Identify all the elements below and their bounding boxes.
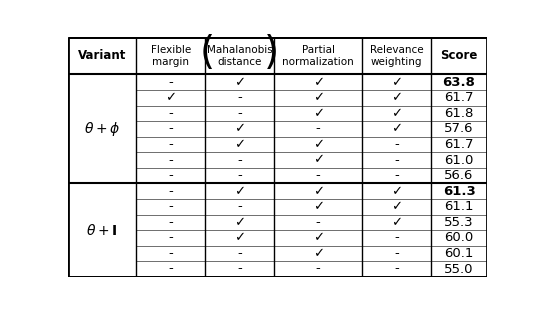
Text: -: - [316,169,320,182]
Text: ): ) [265,35,280,72]
Text: 61.3: 61.3 [443,185,476,198]
Text: ✓: ✓ [391,123,403,135]
Text: 55.0: 55.0 [444,262,474,276]
Text: -: - [237,169,242,182]
Text: ✓: ✓ [165,91,176,104]
Text: -: - [168,107,173,120]
Text: Relevance
weighting: Relevance weighting [370,45,424,67]
Text: ✓: ✓ [234,76,245,89]
Text: -: - [168,138,173,151]
Text: 60.0: 60.0 [444,231,473,244]
Text: 61.8: 61.8 [444,107,474,120]
Text: -: - [237,262,242,276]
Text: -: - [168,262,173,276]
Text: -: - [394,247,399,260]
Text: -: - [316,123,320,135]
Text: ✓: ✓ [391,76,403,89]
Text: Score: Score [440,49,478,63]
Text: -: - [237,107,242,120]
Text: -: - [168,200,173,213]
Text: -: - [168,123,173,135]
Text: ✓: ✓ [313,247,324,260]
Text: $\theta + \mathbf{I}$: $\theta + \mathbf{I}$ [87,223,118,238]
Text: -: - [316,262,320,276]
Text: ✓: ✓ [391,91,403,104]
Text: 61.7: 61.7 [444,91,474,104]
Text: 61.7: 61.7 [444,138,474,151]
Text: ✓: ✓ [313,138,324,151]
Text: ✓: ✓ [313,231,324,244]
Text: -: - [394,231,399,244]
Text: -: - [394,262,399,276]
Text: -: - [168,185,173,198]
Text: -: - [316,216,320,229]
Text: ✓: ✓ [234,231,245,244]
Text: -: - [168,216,173,229]
Text: ✓: ✓ [313,107,324,120]
Text: 63.8: 63.8 [443,76,476,89]
Text: -: - [237,154,242,167]
Text: -: - [237,247,242,260]
Text: Partial
normalization: Partial normalization [282,45,354,67]
Text: 61.0: 61.0 [444,154,474,167]
Text: Flexible
margin: Flexible margin [151,45,191,67]
Text: -: - [168,154,173,167]
Text: ✓: ✓ [313,154,324,167]
Text: ✓: ✓ [234,185,245,198]
Text: Variant: Variant [78,49,126,63]
Text: -: - [394,154,399,167]
Text: ✓: ✓ [234,138,245,151]
Text: -: - [168,231,173,244]
Text: $\theta + \phi$: $\theta + \phi$ [84,120,120,138]
Text: -: - [237,200,242,213]
Text: ✓: ✓ [313,91,324,104]
Text: (: ( [200,35,215,72]
Text: ✓: ✓ [234,123,245,135]
Text: ✓: ✓ [391,185,403,198]
Text: -: - [168,169,173,182]
Text: ✓: ✓ [313,185,324,198]
Text: ✓: ✓ [391,216,403,229]
Text: -: - [394,169,399,182]
Text: -: - [394,138,399,151]
Text: 56.6: 56.6 [444,169,474,182]
Text: ✓: ✓ [313,76,324,89]
Text: 55.3: 55.3 [444,216,474,229]
Text: -: - [168,76,173,89]
Text: 60.1: 60.1 [444,247,474,260]
Text: Mahalanobis
distance: Mahalanobis distance [207,45,273,67]
Text: -: - [168,247,173,260]
Text: 57.6: 57.6 [444,123,474,135]
Text: -: - [237,91,242,104]
Text: ✓: ✓ [313,200,324,213]
Text: ✓: ✓ [391,107,403,120]
Text: ✓: ✓ [391,200,403,213]
Text: ✓: ✓ [234,216,245,229]
Text: 61.1: 61.1 [444,200,474,213]
